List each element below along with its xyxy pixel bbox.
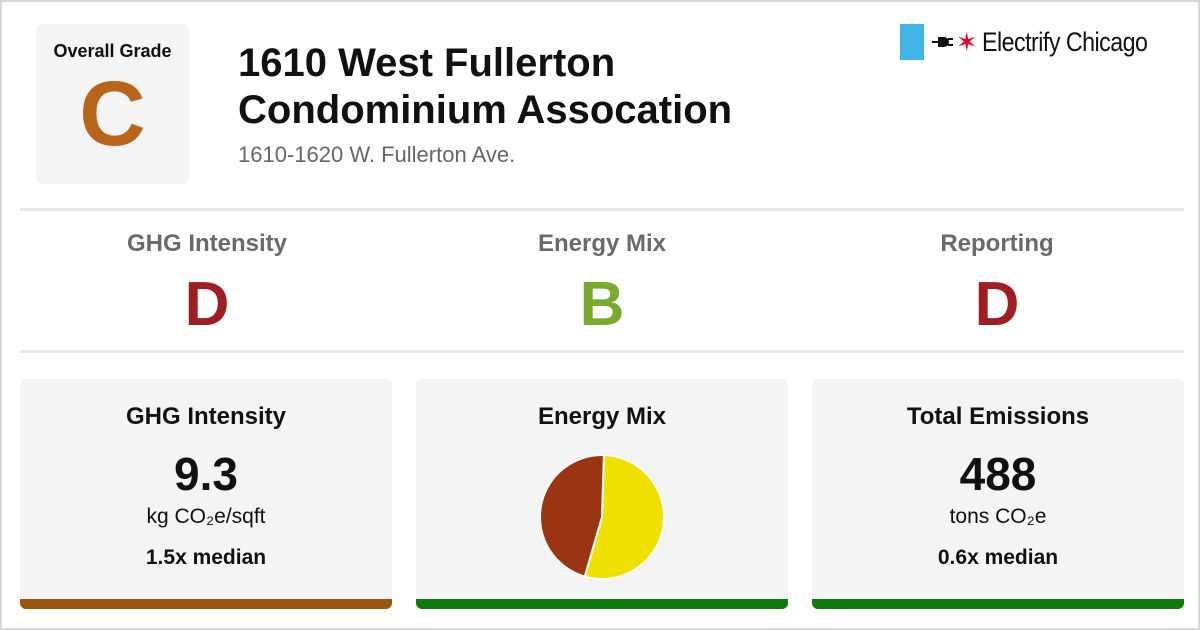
divider-middle	[20, 350, 1184, 353]
plug-icon	[931, 37, 953, 47]
grade-letter: D	[974, 270, 1020, 339]
energy-mix-pie-chart	[539, 453, 665, 580]
total-emissions-card: Total Emissions 488 tons CO₂e 0.6x media…	[812, 379, 1184, 609]
card-title: Total Emissions	[906, 403, 1090, 430]
grade-label: Energy Mix	[537, 230, 667, 257]
total-emissions-value: 488	[959, 448, 1037, 500]
ghg-intensity-card: GHG Intensity 9.3 kg CO₂e/sqft 1.5x medi…	[20, 379, 392, 609]
grade-letter: D	[184, 270, 230, 339]
brand-logo[interactable]: ✶ Electrify Chicago	[899, 24, 1174, 60]
divider-top	[20, 208, 1184, 211]
ghg-intensity-value: 9.3	[174, 448, 238, 500]
building-title-line2: Condominium Assocation	[238, 88, 733, 132]
pie-slice-0	[583, 453, 665, 580]
card-status-bar	[812, 599, 1184, 609]
star-icon: ✶	[955, 27, 978, 57]
grade-reporting: Reporting D	[807, 230, 1187, 336]
building-title: 1610 West Fullerton Condominium Assocati…	[238, 40, 918, 134]
grade-energy-mix: Energy Mix B	[412, 230, 792, 336]
brand-name: Electrify Chicago	[981, 26, 1148, 57]
building-address: 1610-1620 W. Fullerton Ave.	[238, 142, 516, 167]
overall-grade-label: Overall Grade	[53, 41, 172, 61]
card-status-bar	[20, 599, 392, 609]
pie-slice-1	[539, 454, 605, 578]
ghg-intensity-median: 1.5x median	[145, 546, 267, 569]
ghg-intensity-unit: kg CO₂e/sqft	[146, 505, 266, 528]
overall-grade-letter: C	[79, 63, 146, 165]
card-status-bar	[416, 599, 788, 609]
overall-grade-box: Overall Grade C	[36, 24, 189, 184]
energy-mix-card: Energy Mix	[416, 379, 788, 609]
building-title-line1: 1610 West Fullerton	[238, 41, 616, 85]
flag-stripe-icon	[899, 24, 924, 60]
grade-letter: B	[579, 270, 625, 339]
grade-ghg-intensity: GHG Intensity D	[17, 230, 397, 336]
grade-label: Reporting	[940, 230, 1054, 257]
grade-label: GHG Intensity	[126, 230, 288, 257]
card-title: Energy Mix	[537, 403, 667, 430]
total-emissions-median: 0.6x median	[937, 546, 1059, 569]
total-emissions-unit: tons CO₂e	[949, 505, 1047, 528]
card-title: GHG Intensity	[125, 403, 287, 430]
